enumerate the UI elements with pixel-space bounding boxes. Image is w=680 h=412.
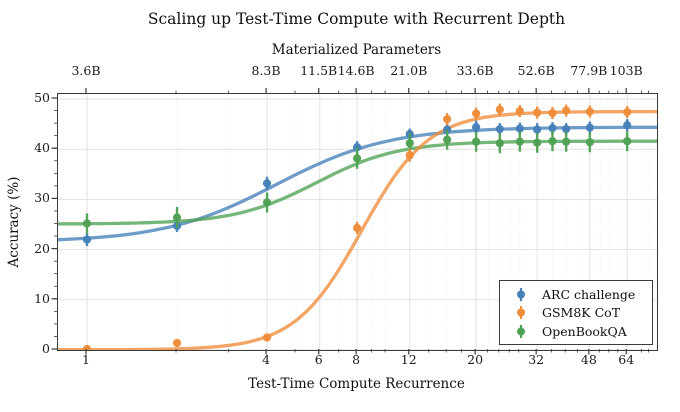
plot-canvas — [58, 94, 657, 350]
top-axis-label: Materialized Parameters — [271, 42, 442, 58]
y-tick-label: 0 — [42, 341, 50, 356]
top-tick-label: 103B — [609, 63, 643, 78]
series-gsm8k-cot-curve — [58, 109, 657, 350]
legend-label: GSM8K CoT — [542, 305, 621, 321]
legend-item-gsm8k-cot: GSM8K CoT — [506, 304, 646, 323]
y-tick-label: 40 — [34, 140, 50, 156]
legend-marker-icon — [517, 306, 525, 320]
y-tick-label: 50 — [34, 90, 50, 106]
legend-marker-icon — [517, 287, 525, 301]
top-tick-label: 3.6B — [71, 63, 101, 78]
x-tick-label: 8 — [352, 352, 361, 367]
y-tick-label: 10 — [34, 290, 50, 306]
top-tick-label: 8.3B — [251, 63, 281, 78]
top-tick-label: 21.0B — [390, 63, 428, 78]
plot-area — [57, 93, 658, 351]
chart-title: Scaling up Test-Time Compute with Recurr… — [147, 10, 566, 28]
legend: ARC challenge GSM8K CoT OpenBookQA — [499, 280, 653, 345]
x-tick-label: 32 — [528, 352, 545, 367]
x-tick-label: 6 — [314, 352, 323, 367]
legend-item-openbookqa: OpenBookQA — [506, 322, 646, 341]
legend-label: ARC challenge — [542, 286, 636, 302]
top-tick-label: 14.6B — [337, 63, 375, 78]
x-tick-label: 64 — [618, 352, 635, 367]
x-tick-label: 4 — [262, 352, 271, 367]
legend-item-arc-challenge: ARC challenge — [506, 285, 646, 304]
y-tick-label: 30 — [34, 190, 50, 206]
legend-label: OpenBookQA — [542, 323, 627, 339]
x-tick-label: 12 — [400, 352, 417, 367]
x-tick-label: 20 — [467, 352, 484, 367]
x-axis-label: Test-Time Compute Recurrence — [248, 376, 465, 392]
top-tick-label: 33.6B — [456, 63, 494, 78]
x-tick-label: 48 — [580, 352, 597, 367]
legend-marker-icon — [517, 324, 525, 338]
y-axis-label: Accuracy (%) — [6, 176, 22, 268]
top-tick-label: 77.9B — [570, 63, 608, 78]
top-tick-label: 11.5B — [300, 63, 338, 78]
y-tick-label: 20 — [34, 240, 50, 256]
x-tick-label: 1 — [82, 352, 90, 367]
series-gsm8k-cot-points — [82, 103, 632, 350]
top-tick-label: 52.6B — [517, 63, 555, 78]
